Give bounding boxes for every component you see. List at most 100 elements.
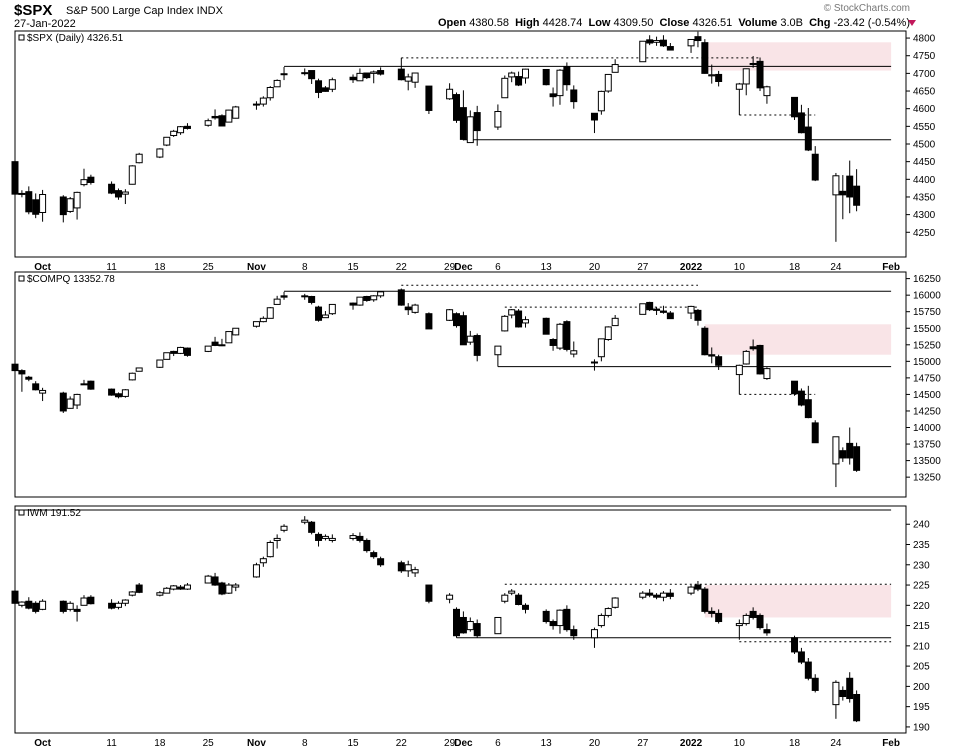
candle <box>811 674 819 693</box>
candle-body-down <box>749 610 757 618</box>
candle <box>156 591 164 597</box>
x-tick-label: 10 <box>734 262 746 273</box>
candle-body-up <box>604 608 612 616</box>
y-tick-label: 15500 <box>913 324 941 335</box>
candle-body-down <box>846 442 854 459</box>
candle-body-down <box>749 62 757 65</box>
chart-date: 27-Jan-2022 <box>14 18 76 30</box>
candle-body-down <box>646 39 654 44</box>
candle <box>687 585 695 596</box>
candle-body-down <box>170 350 178 354</box>
candle <box>659 305 667 314</box>
candle-body-down <box>846 175 854 198</box>
candle <box>639 591 647 600</box>
candle <box>494 616 502 635</box>
candle <box>494 104 502 130</box>
candle-body-up <box>232 106 240 119</box>
y-tick-label: 4700 <box>913 69 936 80</box>
candle-body-down <box>308 70 316 80</box>
stockcharts-brand[interactable]: © StockCharts.com <box>823 3 910 14</box>
close-label: Close <box>659 17 690 29</box>
candle-body-down <box>59 600 67 612</box>
candle <box>80 595 88 606</box>
date-axis-2: Oct 11 18 25 Nov 8 15 22 29 Dec 6 13 20 27 2022 10 18 24 F… <box>34 738 900 749</box>
candle <box>177 125 185 135</box>
candle <box>66 196 74 213</box>
quote-summary: Open 4380.58 High 4428.74 Low 4309.50 Cl… <box>438 17 910 29</box>
candle <box>80 168 88 187</box>
candle <box>446 309 454 321</box>
close-value: 4326.51 <box>692 17 733 29</box>
candle-body-up <box>494 345 502 356</box>
candle-body-down <box>756 60 764 89</box>
x-tick-label: 18 <box>789 262 801 273</box>
candle-body-down <box>377 558 385 566</box>
candle <box>811 420 819 444</box>
candle <box>694 309 702 326</box>
candle-body-up <box>266 307 274 319</box>
candle-body-down <box>108 388 116 396</box>
candle <box>742 613 750 626</box>
candle-body-down <box>397 562 405 572</box>
candle-body-down <box>811 677 819 691</box>
candle-body-down <box>694 36 702 42</box>
candle <box>315 78 323 99</box>
candle <box>73 393 81 409</box>
candle-body-down <box>701 327 709 356</box>
y-tick-label: 4750 <box>913 51 936 62</box>
candle-body-down <box>25 376 33 380</box>
candle <box>735 364 743 395</box>
candle-body-up <box>556 69 564 97</box>
panel-frame <box>14 505 907 734</box>
candle <box>66 601 74 612</box>
y-tick-label: 205 <box>913 662 930 673</box>
candle-body-up <box>708 74 716 77</box>
candle <box>211 336 219 347</box>
x-tick-label: Nov <box>247 738 266 749</box>
candle-body-up <box>832 175 840 196</box>
candle <box>87 595 95 605</box>
candle <box>646 301 654 312</box>
candle <box>308 295 316 305</box>
candle-body-up <box>321 535 329 539</box>
candle <box>232 105 240 119</box>
volume-value: 3.0B <box>780 17 803 29</box>
candle-body-down <box>563 66 571 86</box>
candle <box>639 303 647 315</box>
candle <box>653 36 661 46</box>
candle-body-up <box>259 317 267 323</box>
candle-body-down <box>453 313 460 327</box>
candle-body-up <box>735 83 743 90</box>
candle <box>363 72 371 80</box>
panel-title-marker <box>18 34 25 41</box>
candle-body-down <box>183 125 191 129</box>
candle <box>694 580 702 592</box>
chart-panel-1: 4250 4300 4350 4400 4450 4500 4550 4600 4650 4700… <box>11 30 936 258</box>
candle <box>839 686 847 701</box>
y-tick-label: 13500 <box>913 456 941 467</box>
candle-body-down <box>791 96 799 118</box>
candle-body-up <box>687 305 695 314</box>
candle <box>839 447 847 462</box>
candle <box>563 320 571 352</box>
chart-header: $SPX S&P 500 Large Cap Index INDX 27-Jan… <box>0 0 960 32</box>
candle <box>804 107 812 152</box>
candle <box>280 291 288 300</box>
candle <box>25 375 33 382</box>
candle-body-up <box>128 165 136 185</box>
candle-body-up <box>508 72 516 78</box>
candle <box>59 391 67 413</box>
candle-body-up <box>328 303 336 315</box>
candle <box>521 603 529 614</box>
candle-body-up <box>66 198 74 212</box>
candle <box>259 96 267 107</box>
candle <box>556 609 564 634</box>
candle <box>639 40 647 63</box>
candle-body-down <box>315 80 323 93</box>
candle-body-up <box>204 345 212 352</box>
y-tick-label: 15750 <box>913 307 941 318</box>
candle <box>370 295 378 302</box>
candle <box>32 601 40 614</box>
candle <box>114 188 122 200</box>
y-tick-label: 4300 <box>913 210 936 221</box>
